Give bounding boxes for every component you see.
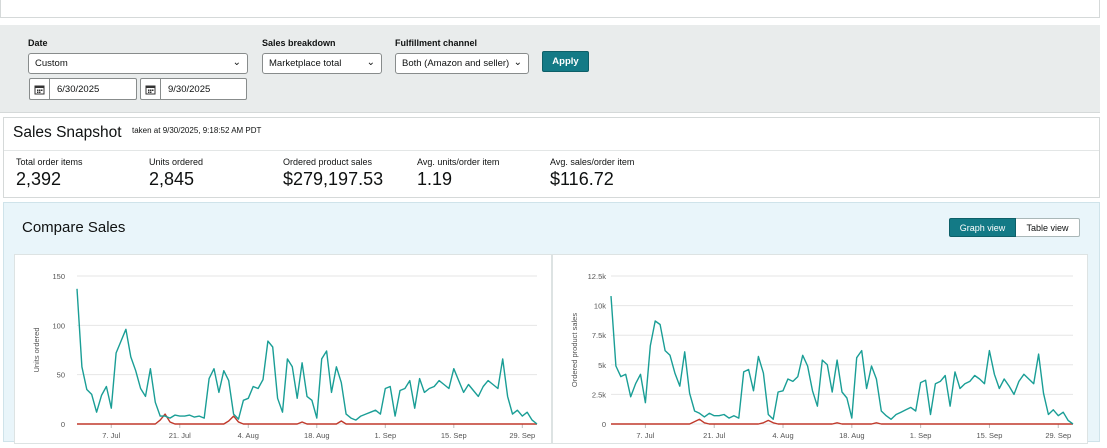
- y-tick-label: 50: [57, 371, 65, 380]
- compare-sales-panel: Compare Sales Graph view Table view 0 50 1…: [3, 202, 1100, 444]
- breakdown-label: Sales breakdown: [262, 38, 336, 48]
- breakdown-value: Marketplace total: [269, 58, 342, 69]
- channel-value: Both (Amazon and seller): [402, 58, 510, 69]
- table-view-button[interactable]: Table view: [1016, 218, 1080, 237]
- compare-title: Compare Sales: [22, 219, 126, 236]
- series-line-compare[interactable]: [611, 418, 1073, 425]
- metric-ordered-product-sales: Ordered product sales $279,197.53: [283, 157, 383, 190]
- sales-breakdown-select[interactable]: Marketplace total ⌄: [262, 53, 382, 74]
- units-ordered-chart-box: 0 50 100 150 Units ordered 7. Jul 21. Jul 4. Au…: [14, 254, 552, 444]
- chevron-down-icon: ⌄: [232, 57, 241, 68]
- y-tick-label: 10k: [594, 302, 606, 311]
- snapshot-title: Sales Snapshot: [13, 124, 122, 141]
- channel-label: Fulfillment channel: [395, 38, 478, 48]
- x-tick-label: 29. Sep: [1045, 431, 1071, 440]
- x-tick-label: 15. Sep: [977, 431, 1003, 440]
- date-from-field[interactable]: 6/30/2025: [29, 78, 137, 100]
- metric-value: $279,197.53: [283, 169, 384, 189]
- y-tick-label: 7.5k: [592, 331, 606, 340]
- date-label: Date: [28, 38, 48, 48]
- x-tick-label: 15. Sep: [441, 431, 467, 440]
- series-line-compare[interactable]: [77, 413, 537, 425]
- metric-label: Avg. sales/order item: [550, 157, 635, 167]
- graph-view-button[interactable]: Graph view: [949, 218, 1016, 237]
- metric-avg-units-per-order-item: Avg. units/order item 1.19: [417, 157, 499, 190]
- chevron-down-icon: ⌄: [513, 57, 522, 68]
- apply-button[interactable]: Apply: [542, 51, 589, 72]
- y-tick-label: 150: [52, 272, 65, 281]
- metric-value: 1.19: [417, 169, 453, 189]
- metric-value: 2,392: [16, 169, 62, 189]
- y-tick-label: 100: [52, 321, 65, 330]
- x-tick-label: 7. Jul: [636, 431, 654, 440]
- x-tick-label: 1. Sep: [910, 431, 932, 440]
- x-tick-label: 21. Jul: [703, 431, 725, 440]
- metric-label: Avg. units/order item: [417, 157, 500, 167]
- filter-bar: Date Custom ⌄ 6/30/2025 9/30/2025 Sales …: [0, 25, 1100, 113]
- metric-label: Units ordered: [149, 157, 204, 167]
- calendar-icon[interactable]: [141, 79, 161, 99]
- y-tick-label: 0: [61, 420, 65, 429]
- x-tick-label: 18. Aug: [839, 431, 864, 440]
- y-axis-label: Units ordered: [32, 327, 41, 372]
- metric-avg-sales-per-order-item: Avg. sales/order item $116.72: [550, 157, 634, 190]
- snapshot-timestamp: taken at 9/30/2025, 9:18:52 AM PDT: [132, 126, 262, 135]
- y-tick-label: 5k: [598, 361, 606, 370]
- y-tick-label: 12.5k: [588, 272, 607, 281]
- sales-snapshot-panel: Sales Snapshot taken at 9/30/2025, 9:18:…: [3, 117, 1100, 198]
- x-tick-label: 7. Jul: [102, 431, 120, 440]
- metric-label: Ordered product sales: [283, 157, 373, 167]
- date-range-value: Custom: [35, 58, 68, 69]
- date-to-value: 9/30/2025: [168, 84, 211, 95]
- series-line-main[interactable]: [610, 296, 1074, 425]
- fulfillment-channel-select[interactable]: Both (Amazon and seller) ⌄: [395, 53, 529, 74]
- y-tick-label: 0: [602, 420, 606, 429]
- x-tick-label: 29. Sep: [509, 431, 535, 440]
- x-tick-label: 18. Aug: [304, 431, 329, 440]
- metric-label: Total order items: [16, 157, 83, 167]
- metric-value: $116.72: [550, 169, 614, 189]
- ordered-product-sales-chart: 0 2.5k 5k 7.5k 10k 12.5k Ordered product sales…: [570, 272, 1074, 440]
- x-tick-label: 4. Aug: [772, 431, 793, 440]
- units-ordered-chart: 0 50 100 150 Units ordered 7. Jul 21. Jul 4. Au…: [32, 272, 538, 440]
- calendar-icon[interactable]: [30, 79, 50, 99]
- date-from-value: 6/30/2025: [57, 84, 100, 95]
- chevron-down-icon: ⌄: [366, 57, 375, 68]
- x-tick-label: 4. Aug: [238, 431, 259, 440]
- date-range-select[interactable]: Custom ⌄: [28, 53, 248, 74]
- y-axis-label: Ordered product sales: [570, 313, 579, 387]
- product-sales-chart-box: 0 2.5k 5k 7.5k 10k 12.5k Ordered product sales…: [552, 254, 1088, 444]
- date-to-field[interactable]: 9/30/2025: [140, 78, 247, 100]
- top-strip: [0, 0, 1100, 18]
- metric-units-ordered: Units ordered 2,845: [149, 157, 203, 190]
- divider: [4, 150, 1099, 151]
- x-tick-label: 1. Sep: [374, 431, 396, 440]
- x-tick-label: 21. Jul: [169, 431, 191, 440]
- metric-total-order-items: Total order items 2,392: [16, 157, 83, 190]
- y-tick-label: 2.5k: [592, 390, 606, 399]
- series-line-main[interactable]: [76, 288, 538, 425]
- metric-value: 2,845: [149, 169, 195, 189]
